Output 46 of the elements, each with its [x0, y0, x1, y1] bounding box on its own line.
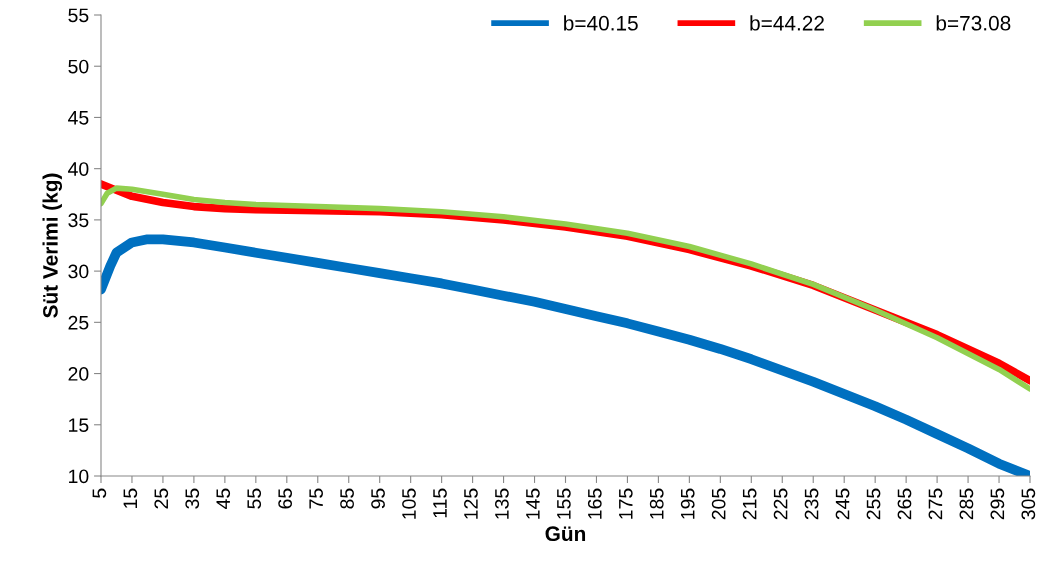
x-tick-label: 215: [742, 488, 757, 520]
y-tick-label: 45: [68, 111, 89, 125]
x-tick-label: 295: [990, 488, 1005, 520]
x-tick-label: 205: [711, 488, 726, 520]
x-tick-label: 85: [340, 488, 354, 509]
x-tick-label: 25: [154, 488, 169, 509]
x-tick-label: 275: [928, 488, 943, 520]
x-tick-label: 105: [402, 488, 416, 519]
x-tick-label: 255: [866, 488, 881, 520]
y-axis-title: Süt Verimi (kg): [42, 173, 63, 318]
y-tick-label: 35: [68, 213, 89, 228]
y-tick-label: 55: [68, 8, 89, 23]
y-tick-label: 25: [68, 315, 89, 330]
legend-label: b=73.08: [936, 15, 1011, 31]
legend-label: b=40.15: [564, 15, 638, 31]
x-tick-label: 75: [309, 488, 323, 509]
x-tick-label: 245: [835, 488, 850, 520]
y-tick-label: 20: [68, 367, 89, 381]
y-tick-label: 50: [68, 59, 89, 74]
x-tick-label: 125: [464, 488, 478, 519]
y-tick-label: 40: [68, 162, 89, 176]
x-axis-title: Gün: [545, 526, 586, 542]
x-tick-label: 175: [619, 488, 633, 519]
x-tick-label: 195: [680, 488, 695, 519]
x-tick-label: 165: [587, 488, 602, 519]
x-tick-label: 55: [247, 488, 262, 509]
x-tick-label: 155: [557, 488, 571, 519]
x-tick-label: 185: [649, 488, 664, 519]
x-tick-label: 5: [92, 488, 107, 498]
y-tick-label: 30: [68, 264, 89, 279]
x-tick-label: 135: [495, 488, 509, 519]
x-tick-label: 15: [123, 488, 138, 508]
legend-label: b=44.22: [750, 15, 824, 31]
x-tick-label: 225: [773, 488, 788, 520]
x-tick-label: 285: [959, 488, 974, 520]
x-tick-label: 145: [526, 488, 540, 519]
x-tick-label: 265: [897, 488, 912, 520]
y-tick-label: 10: [69, 469, 89, 484]
x-tick-label: 35: [185, 488, 200, 509]
x-tick-label: 95: [371, 488, 385, 509]
x-tick-label: 45: [216, 488, 231, 509]
x-tick-label: 115: [433, 488, 447, 518]
x-tick-label: 65: [278, 488, 293, 509]
x-tick-label: 235: [804, 488, 819, 520]
x-tick-label: 305: [1021, 488, 1036, 520]
y-tick-label: 15: [69, 418, 89, 433]
